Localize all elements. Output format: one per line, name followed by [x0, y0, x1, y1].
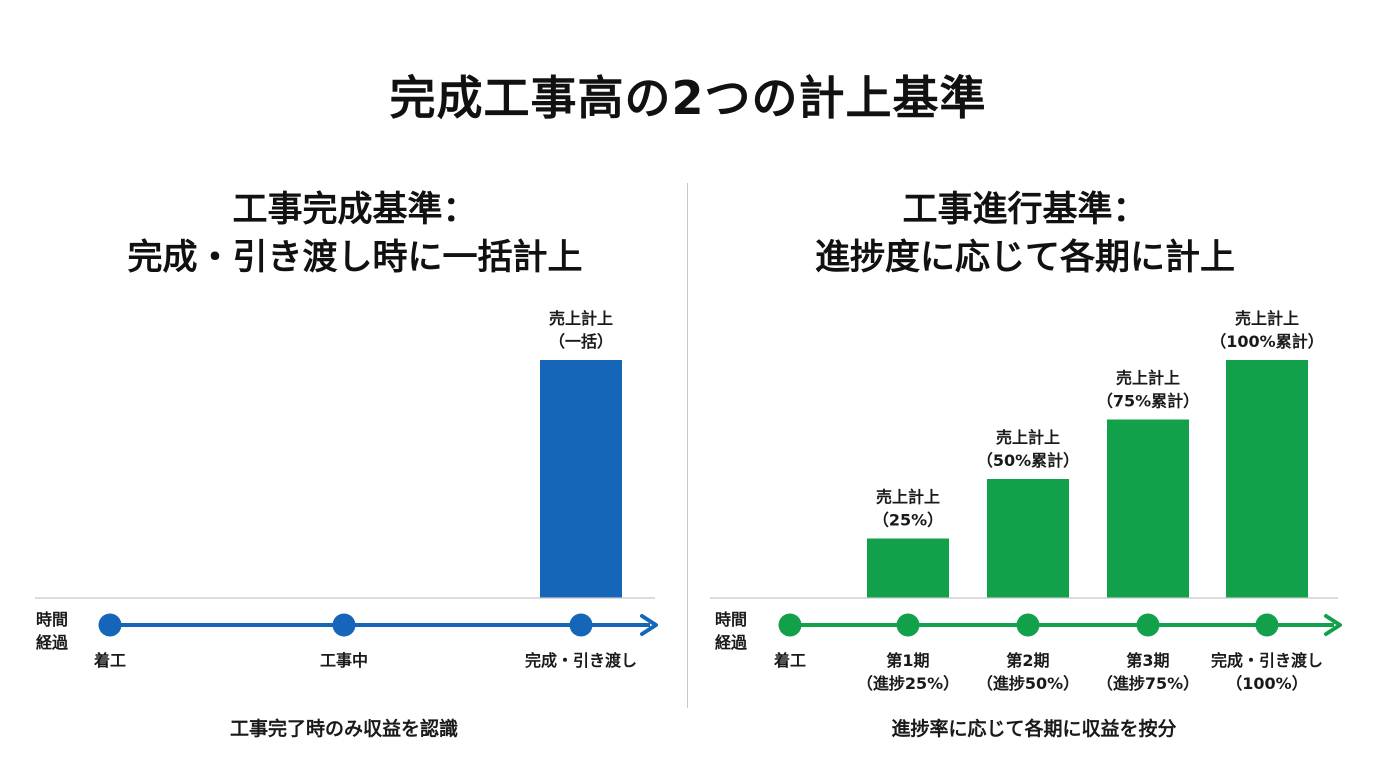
percentage-milestone-dot — [1136, 613, 1160, 637]
axis-label-time: 時間 — [715, 610, 747, 629]
percentage-milestone-dot — [896, 613, 920, 637]
percentage-method-heading: 工事進行基準： 進捗度に応じて各期に計上 — [695, 186, 1355, 282]
completion-milestone-dot — [569, 613, 593, 637]
panel-divider — [687, 183, 688, 708]
percentage-method-heading-line2: 進捗度に応じて各期に計上 — [814, 238, 1235, 278]
completion-method-heading-line1: 工事完成基準： — [232, 190, 478, 230]
percentage-milestone-label: 第2期 — [1006, 651, 1049, 670]
percentage-milestone-label: （進捗25%） — [857, 674, 959, 693]
percentage-milestone-dot — [1255, 613, 1279, 637]
percentage-milestone-label: （進捗75%） — [1097, 674, 1199, 693]
completion-milestone-dot — [98, 613, 122, 637]
completion-revenue-label: 売上計上 — [549, 309, 613, 328]
percentage-revenue-label: 売上計上 — [876, 488, 940, 507]
percentage-revenue-label: 売上計上 — [1235, 309, 1299, 328]
percentage-milestone-label: 着工 — [773, 651, 806, 670]
page-title: 完成工事高の2つの計上基準 — [389, 71, 987, 125]
percentage-milestone-dot — [1016, 613, 1040, 637]
completion-revenue-sublabel: （一括） — [549, 332, 613, 351]
percentage-revenue-sublabel: （100%累計） — [1210, 332, 1323, 351]
percentage-revenue-label: 売上計上 — [1116, 369, 1180, 388]
timeline-arrowhead-icon — [640, 614, 658, 636]
percentage-revenue-sublabel: （50%累計） — [977, 451, 1079, 470]
percentage-milestone-label: （進捗50%） — [977, 674, 1079, 693]
completion-method-heading: 工事完成基準： 完成・引き渡し時に一括計上 — [25, 186, 685, 282]
percentage-revenue-sublabel: （75%累計） — [1097, 392, 1199, 411]
timeline-arrowhead-icon — [1324, 614, 1342, 636]
percentage-milestone-label: 第3期 — [1126, 651, 1169, 670]
percentage-method-heading-line1: 工事進行基準： — [902, 190, 1148, 230]
completion-milestone-label: 完成・引き渡し — [525, 651, 637, 670]
percentage-revenue-bar — [987, 479, 1069, 598]
completion-milestone-dot — [332, 613, 356, 637]
percentage-milestone-label: （100%） — [1226, 674, 1307, 693]
percentage-revenue-sublabel: （25%） — [873, 511, 943, 530]
percentage-milestone-label: 第1期 — [886, 651, 929, 670]
completion-method-heading-line2: 完成・引き渡し時に一括計上 — [127, 238, 583, 278]
completion-milestone-label: 着工 — [93, 651, 126, 670]
completion-revenue-bar — [540, 360, 622, 598]
completion-milestone-label: 工事中 — [320, 651, 368, 670]
percentage-revenue-label: 売上計上 — [996, 428, 1060, 447]
axis-label-time: 経過 — [715, 633, 748, 652]
percentage-revenue-bar — [867, 538, 949, 598]
axis-label-time: 経過 — [36, 633, 69, 652]
percentage-revenue-bar — [1226, 360, 1308, 598]
axis-label-time: 時間 — [36, 610, 68, 629]
percentage-milestone-dot — [778, 613, 802, 637]
completion-method-caption: 工事完了時のみ収益を認識 — [229, 718, 458, 740]
percentage-revenue-bar — [1107, 419, 1189, 598]
percentage-method-caption: 進捗率に応じて各期に収益を按分 — [891, 718, 1177, 740]
percentage-milestone-label: 完成・引き渡し — [1211, 651, 1323, 670]
